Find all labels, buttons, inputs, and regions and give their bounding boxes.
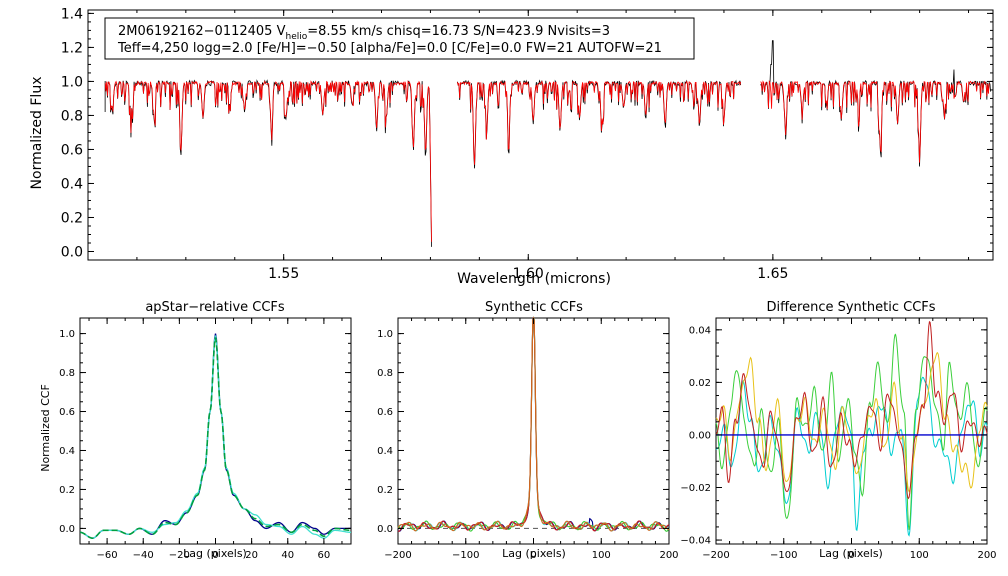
- spectrum-ytick-label: 1.2: [61, 40, 83, 56]
- difference-ccf-ytick-label: 0.04: [689, 325, 711, 336]
- synthetic-ccf-line-cyan: [397, 316, 670, 532]
- apstar-ccf-xtick-label: −40: [133, 550, 154, 561]
- spectrum-ytick-label: 0.2: [61, 211, 83, 227]
- difference-ccf-line-red: [715, 320, 988, 500]
- synthetic-ccf-xtick-label: −200: [384, 550, 411, 561]
- difference-ccf-ytick-label: −0.04: [680, 536, 711, 547]
- info-line-2: Teff=4,250 logg=2.0 [Fe/H]=−0.50 [alpha/…: [117, 41, 662, 56]
- spectrum-model-line: [760, 80, 991, 163]
- spectrum-xlabel: Wavelength (microns): [457, 271, 611, 287]
- synthetic-ccf-ytick-label: 0.6: [377, 407, 393, 418]
- spectrum-ytick-label: 0.6: [61, 142, 83, 158]
- apstar-ccf-line-3: [79, 337, 352, 539]
- synthetic-ccf-plot-frame: [397, 317, 670, 545]
- apstar-ccf-xtick-label: 0: [212, 550, 218, 561]
- apstar-ccf-ytick-label: 1.0: [59, 329, 75, 340]
- synthetic-ccf-xtick-label: 0: [530, 550, 536, 561]
- spectrum-ytick-label: 0.4: [61, 177, 83, 193]
- spectrum-panel: 1.55 1.60 1.65 0.0 0.2 0.4 0.6 0.8 1.0 1.2 1.4 Wav…: [29, 6, 994, 287]
- spectrum-xtick-label: 1.65: [757, 266, 788, 282]
- difference-ccf-title: Difference Synthetic CCFs: [766, 300, 935, 315]
- spectrum-observed-line: [104, 79, 432, 247]
- spectrum-xtick-label: 1.60: [513, 266, 544, 282]
- apstar-ccf-ytick-label: 0.4: [59, 446, 75, 457]
- synthetic-ccf-ytick-label: 0.8: [377, 368, 393, 379]
- apstar-ccf-xtick-label: −20: [169, 550, 190, 561]
- synthetic-ccf-ytick-label: 0.4: [377, 446, 393, 457]
- difference-ccf-ytick-label: 0.00: [689, 431, 711, 442]
- synthetic-ccf-xtick-label: 200: [659, 550, 678, 561]
- synthetic-ccf-xlabel: Lag (pixels): [502, 547, 566, 560]
- spectrum-ylabel: Normalized Flux: [29, 77, 45, 190]
- apstar-ccf-line-1: [79, 333, 351, 539]
- spectrum-ytick-label: 0.8: [61, 108, 83, 124]
- synthetic-ccf-xtick-label: 100: [592, 550, 611, 561]
- difference-ccf-line-green: [715, 333, 988, 530]
- info-line-1: 2M06192162−0112405 Vhelio=8.55 km/s chis…: [118, 24, 610, 42]
- spectrum-axis-ticks: 1.55 1.60 1.65 0.0 0.2 0.4 0.6 0.8 1.0 1.2 1.4: [61, 6, 993, 282]
- spectrum-observed-line: [760, 40, 991, 167]
- synthetic-ccf-line-red: [397, 316, 670, 532]
- apstar-ccf-lines: [79, 333, 352, 539]
- spectrum-lines: [104, 40, 991, 247]
- synthetic-ccf-axis-ticks: −200 −100 0 100 200 0.0 0.2 0.4 0.6 0.8 1.0: [377, 318, 679, 561]
- apstar-ccf-xtick-label: 40: [281, 550, 294, 561]
- apstar-ccf-line-2: [79, 335, 352, 539]
- apstar-ccf-ytick-label: 0.6: [59, 407, 75, 418]
- apstar-ccf-xtick-label: 20: [245, 550, 258, 561]
- difference-ccf-xtick-label: 100: [910, 550, 929, 561]
- spectrum-ytick-label: 1.0: [61, 74, 83, 90]
- difference-ccf-lines: [715, 320, 988, 537]
- difference-ccf-panel: −200 −100 0 100 200 −0.04 −0.02 0.00 0.02 0.04 Di…: [680, 300, 996, 561]
- difference-ccf-ytick-label: 0.02: [689, 378, 711, 389]
- spectrum-xtick-label: 1.55: [268, 266, 299, 282]
- synthetic-ccf-ytick-label: 1.0: [377, 329, 393, 340]
- synthetic-ccf-lines: [397, 316, 670, 532]
- apstar-ccf-ylabel: Normalized CCF: [39, 384, 52, 472]
- info-line-1-subscript: helio: [285, 32, 307, 42]
- difference-ccf-xtick-label: 0: [848, 550, 854, 561]
- synthetic-ccf-panel: −200 −100 0 100 200 0.0 0.2 0.4 0.6 0.8 1.0 Synthe…: [377, 300, 678, 561]
- apstar-ccf-panel: −60 −40 −20 0 20 40 60 0.0 0.2 0.4 0.6 0.8 1.0 apSta…: [39, 300, 352, 561]
- apstar-ccf-ytick-label: 0.8: [59, 368, 75, 379]
- synthetic-ccf-line-green: [397, 316, 670, 532]
- spectrum-info-box: 2M06192162−0112405 Vhelio=8.55 km/s chis…: [104, 17, 695, 60]
- info-line-1-suffix: =8.55 km/s chisq=16.73 S/N=423.9 Nvisits…: [307, 24, 610, 39]
- apstar-ccf-ytick-label: 0.2: [59, 485, 75, 496]
- spectrum-model-line: [104, 79, 432, 242]
- synthetic-ccf-ytick-label: 0.2: [377, 485, 393, 496]
- apstar-ccf-ytick-label: 0.0: [59, 524, 75, 535]
- spectrum-plot-frame: [87, 9, 994, 261]
- spectrum-ytick-label: 0.0: [61, 245, 83, 261]
- spectrum-model-line: [456, 80, 742, 165]
- difference-ccf-xtick-label: 200: [977, 550, 996, 561]
- apstar-ccf-plot-frame: [79, 317, 352, 545]
- apstar-ccf-xtick-label: 60: [318, 550, 331, 561]
- apstar-ccf-xlabel: Lag (pixels): [183, 547, 247, 560]
- apstar-ccf-axis-ticks: −60 −40 −20 0 20 40 60 0.0 0.2 0.4 0.6 0.8 1.0: [59, 318, 351, 561]
- info-line-1-prefix: 2M06192162−0112405 V: [118, 24, 286, 39]
- difference-ccf-ytick-label: −0.02: [680, 483, 711, 494]
- info-box-frame: [104, 17, 695, 60]
- synthetic-ccf-ytick-label: 0.0: [377, 524, 393, 535]
- synthetic-ccf-line-orange: [397, 316, 670, 532]
- difference-ccf-xtick-label: −100: [770, 550, 797, 561]
- synthetic-ccf-xtick-label: −100: [452, 550, 479, 561]
- synthetic-ccf-line-blue: [397, 317, 670, 532]
- spectrum-ytick-label: 1.4: [61, 6, 83, 22]
- apstar-ccf-xtick-label: −60: [97, 550, 118, 561]
- difference-ccf-axis-ticks: −200 −100 0 100 200 −0.04 −0.02 0.00 0.02 0.04: [680, 318, 997, 561]
- synthetic-ccf-title: Synthetic CCFs: [485, 300, 583, 315]
- difference-ccf-xtick-label: −200: [702, 550, 729, 561]
- difference-ccf-xlabel: Lag (pixels): [819, 547, 883, 560]
- apstar-ccf-title: apStar−relative CCFs: [145, 300, 285, 315]
- spectrum-observed-line: [456, 79, 742, 169]
